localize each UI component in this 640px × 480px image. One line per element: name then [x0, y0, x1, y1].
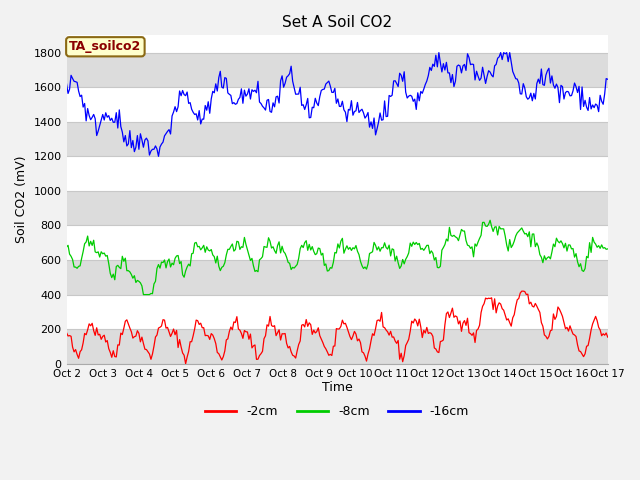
X-axis label: Time: Time — [322, 382, 353, 395]
Bar — [67, 53, 608, 87]
Bar — [67, 329, 608, 364]
Text: TA_soilco2: TA_soilco2 — [69, 40, 141, 53]
Y-axis label: Soil CO2 (mV): Soil CO2 (mV) — [15, 156, 28, 243]
Bar — [67, 260, 608, 295]
Legend: -2cm, -8cm, -16cm: -2cm, -8cm, -16cm — [200, 400, 474, 423]
Bar — [67, 122, 608, 156]
Title: Set A Soil CO2: Set A Soil CO2 — [282, 15, 392, 30]
Bar — [67, 191, 608, 226]
